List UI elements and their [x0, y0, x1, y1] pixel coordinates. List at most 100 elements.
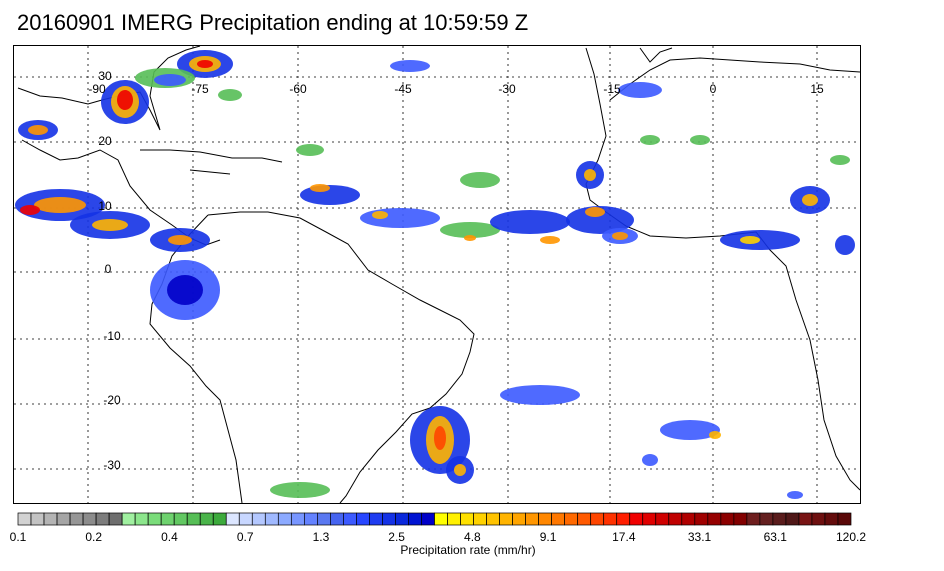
colorbar-swatch: [512, 512, 526, 526]
precip-cell: [34, 197, 86, 213]
precip-cell: [660, 420, 720, 440]
precip-cell: [218, 89, 242, 101]
latitude-label: 20: [98, 134, 112, 148]
colorbar-tick-label: 63.1: [763, 530, 787, 544]
precip-cell: [585, 207, 605, 217]
longitude-label: -90: [88, 82, 106, 96]
precip-cell: [310, 184, 330, 192]
colorbar-swatch: [408, 512, 422, 526]
precip-cell: [830, 155, 850, 165]
precip-cell: [709, 431, 721, 439]
colorbar-swatch: [238, 512, 253, 526]
map-title: 20160901 IMERG Precipitation ending at 1…: [17, 10, 529, 35]
colorbar-swatch: [421, 512, 435, 526]
colorbar-swatch: [317, 512, 331, 526]
precip-cell: [20, 205, 40, 215]
precip-cell: [270, 482, 330, 498]
precip-cell: [372, 211, 388, 219]
colorbar-swatch: [603, 512, 618, 526]
precipitation-field: [15, 50, 855, 499]
colorbar-swatch: [772, 512, 787, 526]
colorbar-swatch: [590, 512, 605, 526]
colorbar-label: Precipitation rate (mm/hr): [400, 543, 536, 557]
colorbar-tick-label: 9.1: [539, 530, 557, 544]
latitude-label: 10: [98, 199, 112, 213]
precip-cell: [612, 232, 628, 240]
colorbar-swatch: [460, 512, 474, 526]
colorbar-swatch: [121, 512, 136, 526]
colorbar-swatch: [486, 512, 500, 526]
colorbar-tick-label: 0.4: [161, 530, 178, 544]
precip-cell: [787, 491, 803, 499]
colorbar-tick-label: 0.7: [236, 530, 254, 544]
precip-cell: [167, 275, 203, 305]
colorbar-swatch: [629, 512, 644, 526]
colorbar-swatch: [186, 512, 201, 526]
colorbar-swatch: [369, 512, 383, 526]
precip-cell: [566, 206, 634, 234]
latitude-label: -20: [103, 393, 121, 407]
precip-cell: [490, 210, 570, 234]
colorbar-swatch: [82, 512, 97, 526]
colorbar-swatch: [525, 512, 539, 526]
colorbar-swatch: [785, 512, 800, 526]
colorbar-swatch: [733, 512, 748, 526]
precip-cell: [690, 135, 710, 145]
precip-cell: [28, 125, 48, 135]
precip-cell: [802, 194, 818, 206]
colorbar-tick-label: 4.8: [464, 530, 481, 544]
precip-cell: [464, 235, 476, 241]
colorbar-swatch: [199, 512, 214, 526]
longitude-label: -75: [191, 82, 209, 96]
colorbar-swatch: [681, 512, 696, 526]
longitude-label: -60: [289, 82, 307, 96]
colorbar-swatch: [17, 512, 32, 526]
colorbar-swatch: [759, 512, 774, 526]
precip-cell: [117, 90, 133, 110]
colorbar-swatch: [30, 512, 45, 526]
latitude-label: 0: [105, 262, 112, 276]
colorbar-tick-label: 1.3: [312, 530, 330, 544]
colorbar-tick-label: 120.2: [835, 530, 867, 544]
colorbar-tick-label: 33.1: [687, 530, 712, 544]
colorbar-swatch: [837, 512, 852, 526]
longitude-labels: -90 -75 -60 -45 -30 -15 0 15: [88, 82, 824, 96]
colorbar-swatch: [277, 512, 292, 526]
colorbar-swatch: [69, 512, 84, 526]
colorbar-swatch: [382, 512, 396, 526]
colorbar-swatch: [447, 512, 461, 526]
colorbar-swatch: [707, 512, 722, 526]
colorbar-swatch: [720, 512, 735, 526]
colorbar-swatch: [251, 512, 266, 526]
colorbar-swatch: [655, 512, 670, 526]
colorbar-tick-label: 0.1: [9, 530, 27, 544]
colorbar-swatch: [642, 512, 657, 526]
precip-cell: [434, 426, 446, 450]
colorbar-tick-label: 0.2: [85, 530, 103, 544]
precip-cell: [197, 60, 213, 68]
precip-cell: [618, 82, 662, 98]
colorbar-tick-label: 2.5: [388, 530, 405, 544]
precip-cell: [296, 144, 324, 156]
colorbar-swatch: [824, 512, 839, 526]
precip-cell: [454, 464, 466, 476]
precip-cell: [440, 222, 500, 238]
longitude-label: -45: [394, 82, 412, 96]
colorbar-tick-label: 17.4: [612, 530, 636, 544]
longitude-label: -30: [498, 82, 516, 96]
coastlines: [17, 45, 861, 504]
longitude-label: 15: [810, 82, 824, 96]
colorbar-swatch: [43, 512, 58, 526]
colorbar-swatch: [290, 512, 305, 526]
colorbar-swatch: [56, 512, 71, 526]
precip-cell: [92, 219, 128, 231]
colorbar-swatch: [616, 512, 631, 526]
latitude-labels: 30 20 10 0 -10 -20 -30: [98, 69, 121, 472]
colorbar-swatch: [160, 512, 175, 526]
colorbar-swatch: [577, 512, 592, 526]
colorbar-swatch: [212, 512, 227, 526]
colorbar-swatch: [108, 512, 123, 526]
precip-cell: [740, 236, 760, 244]
